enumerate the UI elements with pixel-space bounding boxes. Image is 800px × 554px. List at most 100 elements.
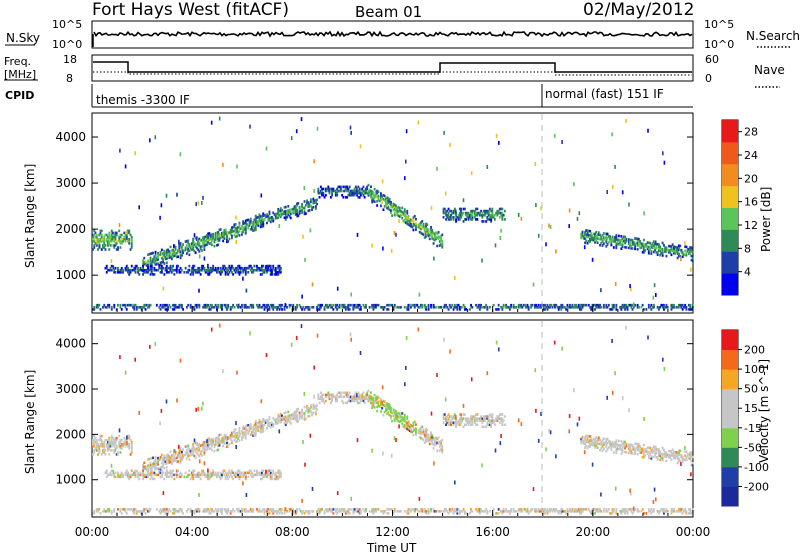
velocity-cell [269,475,272,479]
velocity-cell [198,442,201,446]
power-cell [421,306,424,309]
velocity-cell [110,445,113,448]
velocity-cell [123,440,126,444]
velocity-cell [423,431,426,434]
power-cell [542,306,545,309]
velocity-cell [222,438,225,442]
velocity-cell [645,450,648,453]
power-cell [223,264,226,268]
power-cell [165,251,168,254]
velocity-cell [278,469,281,472]
power-cell [685,251,688,255]
velocity-cell [656,456,659,459]
power-cell [453,303,456,307]
power-cell [640,242,643,245]
power-noise [359,144,362,149]
velocity-cell [337,510,340,513]
power-cell [461,306,464,309]
velocity-cell [675,455,678,458]
power-cell [284,218,287,221]
power-cell [94,231,97,235]
velocity-cell [668,449,670,453]
power-cell [301,209,303,212]
velocity-cell [202,471,205,475]
power-cell [213,268,216,272]
power-cell [402,211,405,215]
velocity-cell [594,446,596,449]
velocity-cell [258,425,261,428]
power-cell [670,253,673,257]
velocity-cell [624,444,626,448]
power-cell [218,271,221,274]
power-cell [632,306,635,309]
velocity-cell [624,440,626,444]
velocity-cell [133,471,136,475]
power-cell [589,238,591,241]
power-cell [390,209,392,212]
velocity-cell [169,456,172,460]
power-cell [284,216,287,219]
power-cell [170,249,173,252]
velocity-cell [165,462,168,465]
velocity-cell [259,430,262,434]
velocity-cell [242,433,245,437]
velocity-cell [193,448,196,452]
power-cell [267,268,270,272]
power-cell [241,266,243,270]
velocity-cell [202,447,205,451]
power-cell [189,246,192,250]
velocity-cell [467,423,470,426]
power-cell [108,235,111,239]
velocity-cell [605,510,608,513]
velocity-cell [357,401,360,405]
velocity-cell [238,439,241,442]
power-cell [485,209,488,213]
power-cell [544,303,546,307]
power-cell [119,239,122,243]
power-cell [160,248,163,252]
power-cell [495,211,498,215]
velocity-cell [128,434,131,438]
power-cell [602,236,605,239]
power-cell [415,303,417,307]
velocity-cell [267,473,270,477]
power-cell [154,259,157,262]
velocity-cell [321,399,323,403]
velocity-cell [210,442,213,446]
velocity-cell [387,403,390,406]
power-cell [483,209,486,213]
velocity-cell [343,510,346,513]
power-cell [307,205,310,208]
power-cell [103,237,106,241]
power-cell [198,243,201,247]
power-cell [194,271,197,274]
power-cell [486,209,489,213]
velocity-cell [292,512,295,515]
power-cell [377,194,380,198]
power-cell [246,223,248,226]
power-cell [150,271,153,274]
velocity-cell [253,469,256,472]
power-cell [173,308,176,311]
velocity-cell [227,471,230,475]
power-cell [202,306,205,309]
power-cell [663,248,665,251]
velocity-cell [298,417,301,421]
power-cell [363,306,366,309]
power-cell [430,234,432,237]
velocity-cell [483,510,486,513]
velocity-cell [231,435,233,439]
velocity-cell [440,442,442,445]
power-cell [159,308,162,311]
velocity-cell [497,508,500,511]
power-cell [362,189,365,193]
velocity-cell [185,445,188,448]
power-cell [631,247,634,250]
velocity-cell [132,510,134,513]
power-cell [129,233,132,237]
power-cell [277,264,280,268]
power-cell [306,201,308,205]
velocity-cell [195,510,198,513]
velocity-cell [407,508,410,511]
power-cell [302,306,305,309]
